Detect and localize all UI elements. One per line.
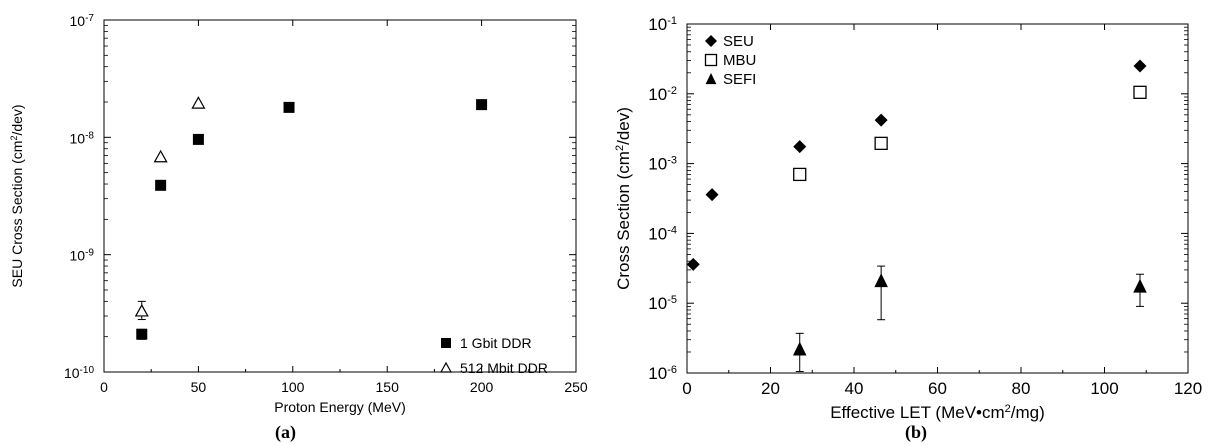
data-point-512-mbit-ddr [134,303,149,317]
data-point-1-gbit-ddr [136,328,148,340]
x-tick-label: 20 [761,379,780,398]
plot-frame-2 [686,23,1189,374]
data-point-1-gbit-ddr [192,133,204,145]
x-tick-label: 0 [682,379,691,398]
legend-marker [705,35,717,47]
data-point-seu [705,188,719,202]
x-axis-label: Effective LET (MeV•cm2/mg) [830,403,1045,422]
data-point-512-mbit-ddr [191,96,206,109]
x-tick-label: 60 [928,379,947,398]
x-tick-label: 150 [376,379,400,395]
panel-label-b: (b) [905,422,927,442]
legend-label: MBU [723,52,756,69]
data-point-1-gbit-ddr [283,101,295,113]
y-axis-label: Cross Section (cm2/dev) [614,107,633,290]
data-point-mbu [1133,85,1147,99]
data-point-mbu [793,167,807,182]
legend-label: SEFI [723,71,756,88]
data-point-seu [1133,59,1147,73]
y-tick-label: 10-7 [70,13,95,30]
legend-label: 512 Mbit DDR [460,360,548,376]
y-tick-label: 10-3 [648,155,677,174]
x-tick-label: 40 [845,379,864,398]
x-tick-label: 120 [1174,379,1202,398]
data-point-1-gbit-ddr [476,99,488,111]
data-point-512-mbit-ddr [153,149,168,163]
data-point-sefi [1133,278,1147,293]
x-axis-label: Proton Energy (MeV) [274,399,406,415]
legend-label: 1 Gbit DDR [460,335,532,351]
data-point-seu [874,113,888,127]
data-point-mbu [874,136,888,151]
x-tick-label: 0 [100,379,108,395]
legend-marker [704,53,718,67]
plot-frame-1 [103,19,577,373]
x-tick-label: 100 [1090,379,1118,398]
x-tick-label: 50 [191,379,207,395]
y-tick-label: 10-10 [64,365,94,382]
data-point-seu [793,140,807,154]
legend-marker [705,73,717,85]
y-tick-label: 10-1 [648,15,677,34]
x-tick-label: 80 [1012,379,1031,398]
y-tick-label: 10-2 [648,85,677,104]
y-tick-label: 10-6 [648,364,677,383]
legend-label: SEU [723,33,754,50]
legend-marker [441,338,451,348]
data-point-sefi [792,341,807,356]
y-tick-label: 10-5 [648,294,677,313]
data-point-sefi [874,273,888,288]
y-tick-label: 10-8 [70,130,95,147]
data-point-seu [686,257,700,271]
x-tick-label: 250 [564,379,588,395]
y-tick-label: 10-9 [70,247,95,264]
panel-label-a: (a) [275,422,296,442]
legend-marker [439,361,453,373]
y-tick-label: 10-4 [648,224,677,243]
data-point-1-gbit-ddr [155,179,167,191]
y-axis-label: SEU Cross Section (cm2/dev) [9,104,25,287]
x-tick-label: 100 [281,379,305,395]
x-tick-label: 200 [470,379,494,395]
